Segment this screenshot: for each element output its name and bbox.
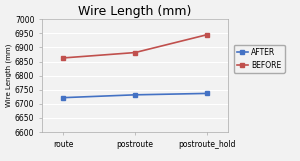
Title: Wire Length (mm): Wire Length (mm) [78,5,192,18]
Line: AFTER: AFTER [61,91,208,100]
AFTER [133,94,137,96]
Line: BEFORE: BEFORE [61,33,208,60]
BEFORE [205,34,208,36]
BEFORE [133,52,137,53]
AFTER [62,97,65,99]
BEFORE [62,57,65,59]
Legend: AFTER, BEFORE: AFTER, BEFORE [234,45,285,73]
Y-axis label: Wire Length (mm): Wire Length (mm) [6,44,12,107]
AFTER [205,92,208,94]
